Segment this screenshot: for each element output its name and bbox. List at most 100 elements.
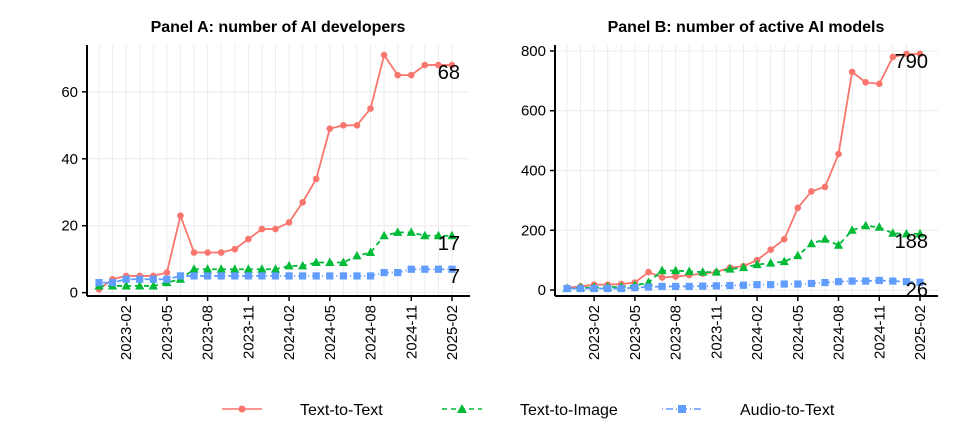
panel-a-point-text-to-image — [325, 257, 335, 267]
panel-a-x-tick-label: 2023-11 — [240, 305, 257, 359]
panel-b-point-text-to-text — [808, 188, 815, 195]
panel-b-series-audio-to-text: 26 — [563, 276, 928, 301]
panel-b-end-label-text-to-text: 790 — [895, 51, 928, 73]
panel-a-point-text-to-text — [380, 51, 388, 59]
panel-b-plot-area: 0 200 400 600 800 2023-02 2023-05 2023-08 2023-1… — [521, 43, 938, 360]
panel-a-point-text-to-text — [231, 245, 239, 253]
legend-label-text-to-image: Text-to-Image — [520, 402, 618, 419]
panel-b-point-text-to-image — [711, 267, 721, 276]
panel-a-point-audio-to-text — [421, 265, 429, 273]
panel-a-point-text-to-image — [352, 250, 362, 260]
panel-b-x-tick-label: 2023-08 — [668, 305, 685, 360]
panel-b-x-tick-label: 2023-11 — [708, 305, 725, 359]
panel-a-point-text-to-image — [447, 230, 457, 240]
panel-a-point-audio-to-text — [299, 272, 307, 280]
panel-a-point-audio-to-text — [136, 275, 144, 283]
legend-label-text-to-text: Text-to-Text — [300, 402, 383, 419]
panel-a-point-text-to-text — [394, 71, 401, 79]
panel-b-x-tick-label: 2025-02 — [912, 305, 929, 360]
panel-b-point-audio-to-text — [631, 284, 639, 292]
panel-b-point-text-to-image — [725, 264, 735, 273]
panel-a-point-text-to-text — [272, 225, 279, 233]
panel-a-point-audio-to-text — [204, 272, 212, 280]
panel-a-point-text-to-text — [299, 198, 306, 206]
panel-b-point-audio-to-text — [767, 281, 775, 289]
panel-b-point-text-to-image — [833, 240, 844, 249]
panel-a-point-text-to-image — [121, 280, 131, 290]
panel-a-point-text-to-image — [216, 264, 226, 273]
panel-b-point-audio-to-text — [739, 281, 748, 289]
panel-a-end-label-text-to-image: 17 — [438, 233, 460, 255]
panel-a-point-text-to-image — [311, 257, 321, 267]
panel-a-point-text-to-text — [285, 219, 293, 226]
panel-a-x-tick-label: 2024-02 — [281, 305, 298, 360]
panel-a-point-text-to-image — [257, 264, 267, 273]
panel-a-point-text-to-image — [230, 264, 240, 273]
panel-a-point-text-to-image — [365, 247, 376, 256]
panel-b-point-text-to-image — [766, 258, 776, 267]
panel-b-x-tick-label: 2024-08 — [831, 305, 848, 360]
panel-b-point-text-to-image — [847, 225, 857, 234]
legend-item-text-to-text: Text-to-Text — [222, 402, 383, 419]
panel-a-point-audio-to-text — [95, 279, 103, 287]
panel-a-point-audio-to-text — [163, 275, 171, 283]
panel-b-point-text-to-text — [821, 183, 829, 191]
panel-a-y-tick-label: 60 — [61, 84, 78, 101]
panel-b-point-audio-to-text — [889, 277, 897, 285]
panel-b-title: Panel B: number of active AI models — [608, 19, 885, 36]
panel-a-point-text-to-text — [190, 249, 198, 256]
panel-b-point-audio-to-text — [576, 284, 585, 293]
panel-a-y-tick-label: 40 — [61, 151, 78, 168]
panel-b-point-text-to-text — [658, 274, 666, 281]
panel-a-point-text-to-text — [312, 175, 320, 183]
panel-b-y-tick-label: 400 — [521, 163, 546, 180]
panel-b-series-text-to-image: 188 — [562, 220, 928, 293]
panel-a-point-text-to-text — [353, 122, 361, 129]
panel-b-point-audio-to-text — [780, 280, 788, 288]
panel-a-point-text-to-text — [407, 71, 415, 79]
panel-b-point-text-to-image — [657, 265, 667, 275]
panel-a-point-audio-to-text — [258, 272, 266, 280]
panel-b-point-audio-to-text — [848, 277, 856, 285]
panel-a-point-audio-to-text — [339, 272, 347, 280]
panel-b-point-text-to-text — [903, 50, 910, 58]
panel-a-point-text-to-text — [367, 105, 374, 112]
panel-a-point-audio-to-text — [244, 272, 252, 280]
panel-a-x-tick-label: 2024-11 — [403, 305, 420, 359]
panel-a-point-text-to-image — [284, 260, 294, 270]
panel-a-x-tick-label: 2023-05 — [159, 305, 176, 360]
legend-item-audio-to-text: Audio-to-Text — [662, 402, 835, 419]
panel-a-series-text-to-text: 68 — [95, 51, 460, 293]
panel-a-point-text-to-text — [435, 61, 442, 69]
panel-a-plot-area: 0 20 40 60 2023-02 2023-05 2023-08 2023-11 2024-… — [61, 45, 470, 360]
panel-a-x-tick-label: 2024-05 — [322, 305, 339, 360]
panel-a-point-audio-to-text — [231, 272, 239, 280]
panel-a-point-text-to-image — [203, 264, 213, 273]
panel-a-point-text-to-image — [379, 230, 389, 240]
panel-a-point-text-to-image — [135, 280, 145, 290]
panel-b-point-audio-to-text — [672, 282, 680, 291]
panel-b-point-audio-to-text — [862, 277, 870, 285]
panel-b-point-text-to-image — [738, 262, 749, 272]
panel-a-point-audio-to-text — [285, 272, 293, 280]
panel-a-end-label-audio-to-text: 7 — [449, 266, 460, 288]
panel-a-point-audio-to-text — [394, 268, 402, 277]
panel-b-point-text-to-text — [767, 246, 774, 253]
panel-b-point-audio-to-text — [821, 278, 829, 287]
panel-b-point-text-to-text — [780, 235, 788, 243]
panel-b-point-audio-to-text — [916, 278, 924, 286]
panel-a-x-tick-label: 2023-02 — [118, 305, 135, 360]
panel-a-point-text-to-image — [243, 264, 253, 273]
panel-b-x-tick-label: 2024-05 — [790, 305, 807, 360]
panel-a-point-audio-to-text — [217, 272, 225, 280]
panel-a-point-audio-to-text — [312, 272, 320, 280]
legend: Text-to-Text Text-to-Image Audio-to-Text — [222, 402, 835, 419]
panel-a-point-audio-to-text — [366, 272, 375, 280]
panel-b-point-text-to-image — [888, 228, 898, 237]
panel-b-y-tick-label: 800 — [521, 43, 546, 60]
legend-marker-square — [678, 405, 686, 413]
panel-a-point-text-to-image — [298, 260, 308, 270]
panel-a-point-audio-to-text — [108, 279, 117, 287]
panel-a-series-text-to-image: 17 — [94, 227, 460, 290]
panel-a-point-text-to-image — [270, 264, 281, 273]
